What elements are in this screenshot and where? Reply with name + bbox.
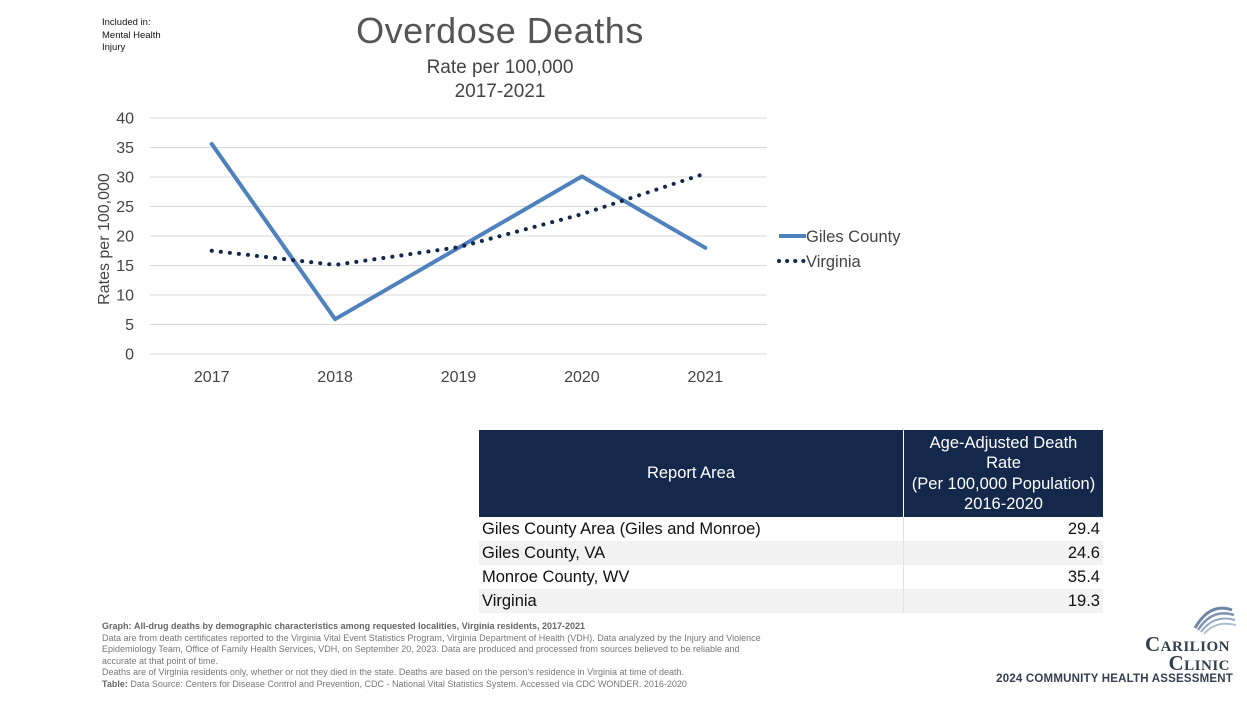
row-area: Giles County Area (Giles and Monroe) [479, 517, 904, 541]
header-rate-line-2: Rate [986, 454, 1021, 472]
category-tag: Included in: Mental Health Injury [102, 17, 192, 55]
chart-title: Overdose Deaths [356, 10, 644, 51]
row-area: Monroe County, WV [479, 565, 904, 589]
carilion-logo-mark-icon [1193, 606, 1237, 635]
y-axis-label: Rates per 100,000 [96, 173, 113, 305]
note-line-3: Epidemiology Team, Office of Family Heal… [102, 644, 740, 654]
table-row: Virginia 19.3 [479, 589, 1103, 613]
y-tick-label: 25 [116, 199, 134, 216]
note-table-label: Table: [102, 678, 128, 689]
note-table-text: Data Source: Centers for Disease Control… [130, 678, 687, 689]
logo-line-2: Clinic [1168, 651, 1230, 675]
row-area: Giles County, VA [479, 541, 904, 565]
row-rate: 24.6 [903, 541, 1103, 565]
row-rate: 35.4 [903, 565, 1103, 589]
legend-label: Giles County [806, 228, 901, 246]
row-rate: 19.3 [903, 589, 1103, 613]
note-table: Table: Data Source: Centers for Disease … [102, 679, 902, 691]
note-graph-label: Graph: [102, 621, 132, 631]
series-line-giles-county [209, 141, 708, 322]
y-tick-label: 0 [125, 347, 134, 364]
x-tick-label: 2017 [194, 369, 230, 386]
note-line-2: Data are from death certificates reporte… [102, 632, 761, 643]
y-tick-label: 20 [116, 229, 134, 246]
table-row: Giles County Area (Giles and Monroe) 29.… [479, 517, 1103, 541]
table-header-row: Report Area Age-Adjusted Death Rate (Per… [479, 430, 1103, 517]
table-row: Giles County, VA 24.6 [479, 541, 1103, 565]
chart-subtitle-years: 2017-2021 [454, 81, 546, 102]
chart-subtitle-rate: Rate per 100,000 [426, 57, 574, 78]
row-rate: 29.4 [903, 517, 1103, 541]
x-tick-label: 2020 [564, 369, 600, 386]
y-tick-label: 5 [125, 317, 134, 334]
series-lines [209, 141, 708, 322]
x-tick-label: 2019 [441, 369, 477, 386]
y-tick-label: 35 [116, 140, 134, 157]
note-line-4: accurate at that point of time. [102, 655, 219, 666]
death-rate-table: Report Area Age-Adjusted Death Rate (Per… [479, 430, 1103, 613]
x-axis-ticks: 2017 2018 2019 2020 2021 [194, 369, 723, 386]
note-line-5: Deaths are of Virginia residents only, w… [102, 667, 685, 677]
assessment-label: 2024 COMMUNITY HEALTH ASSESSMENT [996, 673, 1233, 685]
header-report-area: Report Area [479, 430, 904, 517]
legend-label: Virginia [806, 253, 862, 271]
line-chart: 0 5 10 15 20 25 30 35 40 2017 2018 2019 2020 2021 Ra… [96, 111, 901, 387]
gridlines [150, 117, 767, 355]
legend: Giles County Virginia [777, 228, 901, 271]
carilion-clinic-logo: Carilion Clinic [1120, 632, 1230, 675]
y-tick-label: 10 [116, 288, 134, 305]
series-line-virginia [209, 171, 708, 267]
x-tick-label: 2021 [688, 369, 724, 386]
header-death-rate: Age-Adjusted Death Rate (Per 100,000 Pop… [903, 430, 1103, 517]
tag-line-3: Injury [102, 42, 126, 53]
header-rate-line-1: Age-Adjusted Death [929, 433, 1078, 452]
footnotes: Graph: All-drug deaths by demographic ch… [102, 621, 902, 690]
header-rate-line-3: (Per 100,000 Population) [911, 474, 1096, 493]
table-row: Monroe County, WV 35.4 [479, 565, 1103, 589]
row-area: Virginia [479, 589, 904, 613]
y-tick-label: 40 [116, 111, 134, 128]
note-graph: Graph: All-drug deaths by demographic ch… [102, 621, 902, 633]
tag-line-1: Included in: [102, 17, 151, 28]
x-tick-label: 2018 [317, 369, 353, 386]
logo-line-1: Carilion [1144, 632, 1230, 656]
tag-line-2: Mental Health [102, 29, 161, 41]
header-rate-line-4: 2016-2020 [964, 495, 1043, 513]
note-graph-text: All-drug deaths by demographic character… [134, 621, 586, 631]
y-tick-label: 15 [116, 258, 134, 275]
y-axis-ticks: 0 5 10 15 20 25 30 35 40 [116, 111, 134, 364]
y-tick-label: 30 [116, 170, 134, 187]
